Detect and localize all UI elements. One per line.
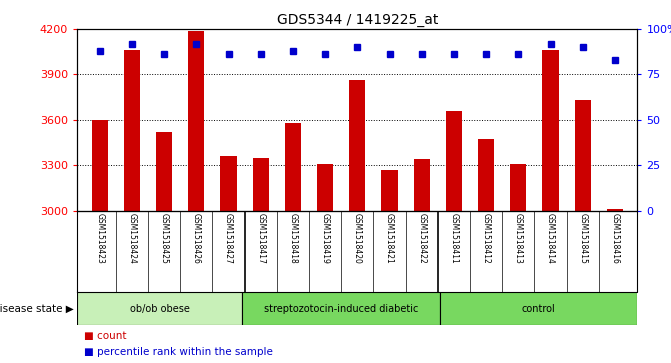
Bar <box>510 164 526 211</box>
Text: streptozotocin-induced diabetic: streptozotocin-induced diabetic <box>264 303 418 314</box>
Text: GSM1518422: GSM1518422 <box>417 213 426 264</box>
Bar <box>77 292 242 325</box>
Bar <box>574 100 590 211</box>
Text: GSM1518421: GSM1518421 <box>385 213 394 264</box>
Text: GSM1518416: GSM1518416 <box>611 213 619 264</box>
Text: GSM1518427: GSM1518427 <box>224 213 233 264</box>
Text: GSM1518426: GSM1518426 <box>192 213 201 264</box>
Bar <box>413 159 429 211</box>
Bar <box>542 50 558 211</box>
Bar <box>381 170 397 211</box>
Title: GDS5344 / 1419225_at: GDS5344 / 1419225_at <box>276 13 438 26</box>
Text: ■ count: ■ count <box>84 331 126 341</box>
Text: GSM1518419: GSM1518419 <box>321 213 329 264</box>
Text: GSM1518411: GSM1518411 <box>450 213 458 264</box>
Text: ■ percentile rank within the sample: ■ percentile rank within the sample <box>84 347 272 357</box>
Text: disease state ▶: disease state ▶ <box>0 303 74 314</box>
Text: ob/ob obese: ob/ob obese <box>130 303 189 314</box>
Text: GSM1518414: GSM1518414 <box>546 213 555 264</box>
Text: GSM1518413: GSM1518413 <box>514 213 523 264</box>
Bar <box>478 139 494 211</box>
Bar <box>221 156 237 211</box>
Text: GSM1518420: GSM1518420 <box>353 213 362 264</box>
Bar <box>124 50 140 211</box>
Text: GSM1518423: GSM1518423 <box>95 213 104 264</box>
Text: control: control <box>521 303 556 314</box>
Bar <box>317 164 333 211</box>
Bar <box>350 81 365 211</box>
Bar <box>285 123 301 211</box>
Text: GSM1518424: GSM1518424 <box>127 213 136 264</box>
Bar <box>253 158 269 211</box>
Bar <box>156 132 172 211</box>
Bar <box>446 111 462 211</box>
Text: GSM1518425: GSM1518425 <box>160 213 168 264</box>
Bar <box>92 120 108 211</box>
Text: GSM1518415: GSM1518415 <box>578 213 587 264</box>
Text: GSM1518412: GSM1518412 <box>482 213 491 264</box>
Bar <box>440 292 637 325</box>
Bar <box>607 209 623 211</box>
Bar <box>189 30 205 211</box>
Text: GSM1518418: GSM1518418 <box>289 213 297 264</box>
Bar <box>242 292 440 325</box>
Text: GSM1518417: GSM1518417 <box>256 213 265 264</box>
